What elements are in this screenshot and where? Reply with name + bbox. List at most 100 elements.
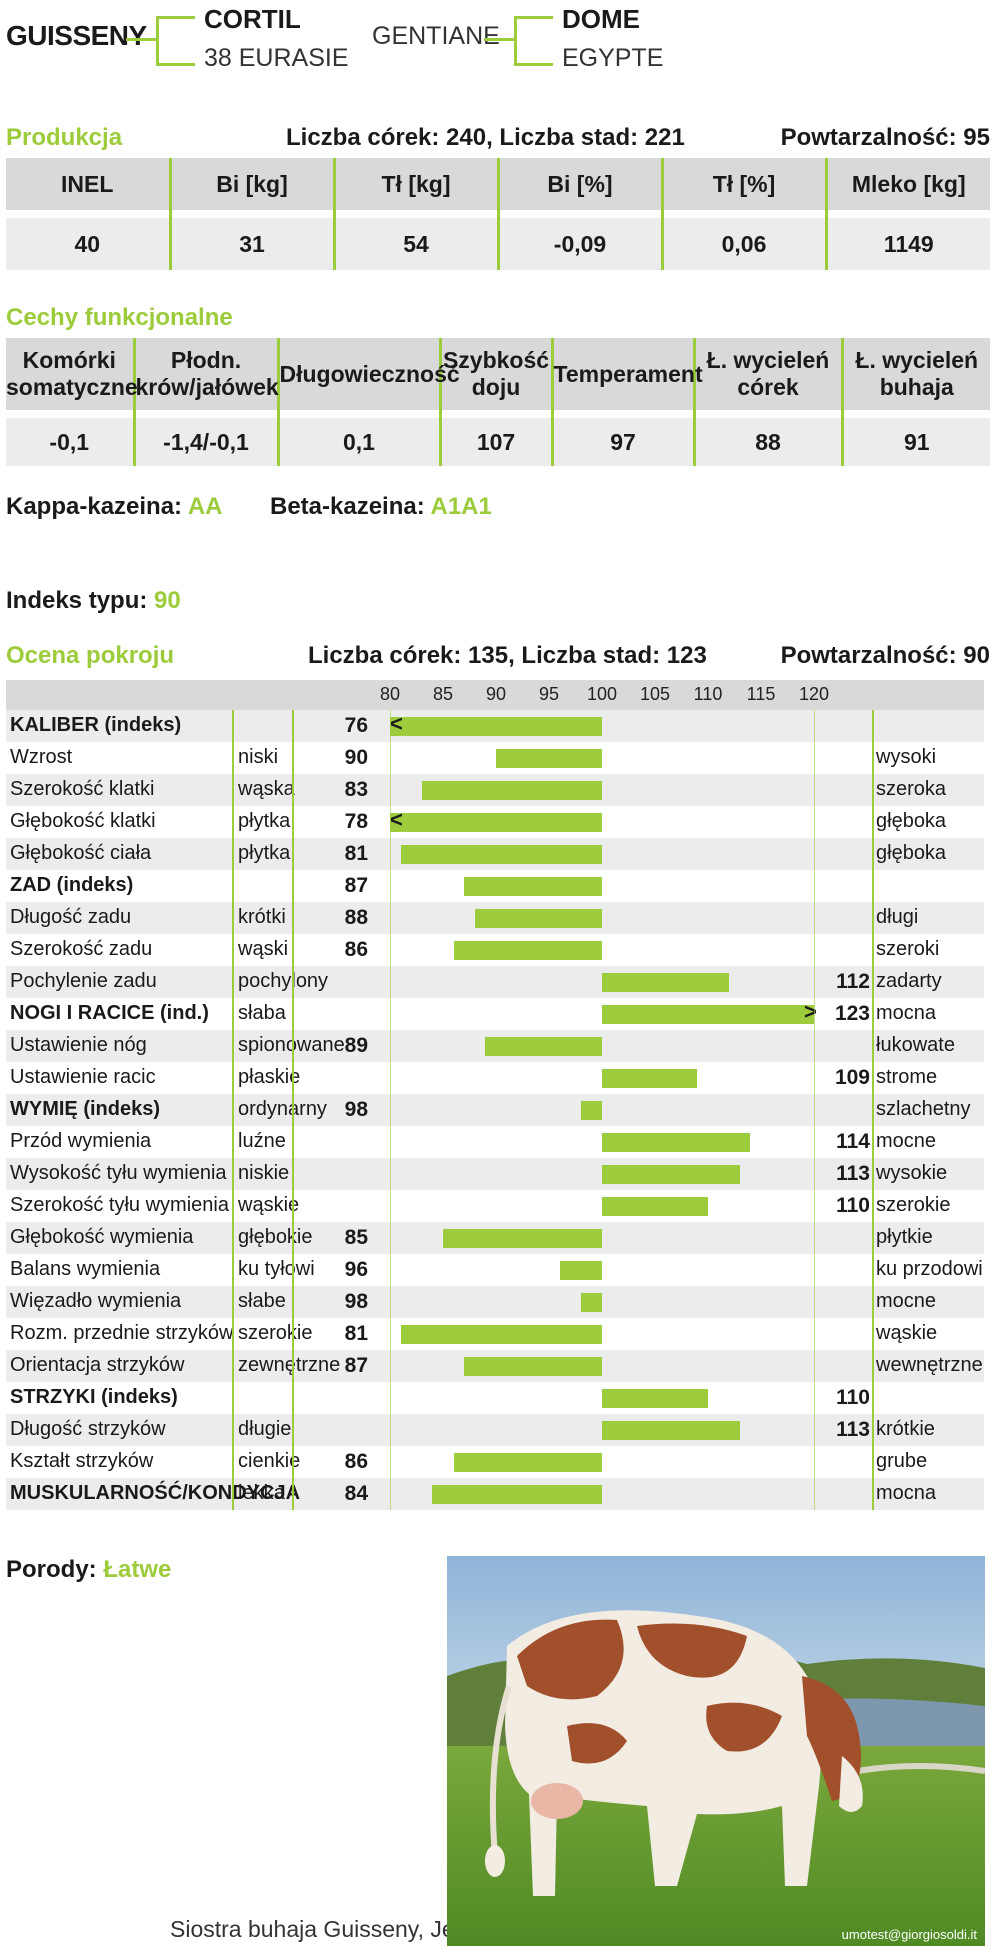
trait-high-label: szlachetny (876, 1098, 971, 1120)
trait-high-label: długi (876, 906, 919, 928)
trait-bar (390, 717, 602, 736)
trait-name: NOGI I RACICE (ind.) (10, 1002, 209, 1024)
trait-bar (580, 1101, 602, 1120)
trait-low-label: wąski (238, 938, 289, 960)
trait-row: Długość strzyków długie 113 krótkie (6, 1414, 984, 1446)
kappa-casein-value: AA (187, 493, 223, 520)
production-header-cell: Bi [%] (496, 158, 662, 210)
functional-header-cell: Szybkość doju (438, 338, 552, 410)
scale-tick: 85 (432, 684, 454, 704)
trait-bar (443, 1229, 602, 1248)
trait-value: 98 (344, 1098, 368, 1121)
trait-low-label: luźne (238, 1130, 286, 1152)
trait-high-label: mocna (876, 1002, 937, 1024)
trait-bar (464, 877, 602, 896)
conformation-chart: 80 85 90 95 100 105 110 115 120 KALIBER (indeks)… (6, 680, 984, 1510)
trait-name: KALIBER (indeks) (10, 714, 182, 736)
trait-low-label: wąskie (238, 1194, 300, 1216)
trait-name: MUSKULARNOŚĆ/KONDYCJA (10, 1482, 301, 1504)
trait-low-label: niskie (238, 1162, 290, 1184)
trait-name: Długość strzyków (10, 1418, 166, 1440)
trait-row: Szerokość tyłu wymienia wąskie 110 szerokie (6, 1190, 984, 1222)
trait-name: STRZYKI (indeks) (10, 1386, 178, 1408)
trait-low-label: słaba (238, 1002, 286, 1024)
trait-value: 110 (836, 1386, 870, 1409)
trait-row: Długość zadu krótki 88 długi (6, 902, 984, 934)
scale-boundary (814, 710, 815, 1510)
trait-low-label: cienkie (238, 1450, 301, 1472)
clip-marker: < (390, 711, 403, 736)
beta-casein: Beta-kazeina: A1A1 (270, 493, 492, 520)
trait-value: 96 (344, 1258, 368, 1281)
trait-name: Głębokość klatki (10, 810, 156, 832)
trait-high-label: zadarty (876, 970, 942, 992)
trait-name: Szerokość zadu (10, 938, 153, 960)
scale-tick: 120 (798, 684, 830, 704)
trait-value: 89 (344, 1034, 368, 1057)
trait-row: KALIBER (indeks) 76 < (6, 710, 984, 742)
trait-value: 86 (344, 938, 368, 961)
production-table: INEL Bi [kg] Tł [kg] Bi [%] Tł [%] Mleko… (6, 158, 990, 270)
trait-high-label: głęboka (876, 842, 947, 864)
pedigree-connector (126, 38, 156, 41)
scale-tick: 80 (379, 684, 401, 704)
functional-value-cell: 88 (692, 418, 842, 466)
trait-bar (485, 1037, 602, 1056)
scale-tick: 95 (538, 684, 560, 704)
functional-header-cell: Płodn. krów/jałówek (132, 338, 279, 410)
functional-header-cell: Temperament (550, 338, 703, 410)
trait-name: Szerokość tyłu wymienia (10, 1194, 229, 1216)
production-value-cell: -0,09 (496, 218, 662, 270)
functional-value-cell: 91 (840, 418, 990, 466)
trait-bar (496, 749, 602, 768)
trait-bar (602, 1389, 708, 1408)
trait-name: Wysokość tyłu wymienia (10, 1162, 227, 1184)
trait-row: Wysokość tyłu wymienia niskie 113 wysokie (6, 1158, 984, 1190)
conformation-title: Ocena pokroju (6, 642, 175, 669)
trait-name: Głębokość wymienia (10, 1226, 194, 1248)
trait-low-label: długie (238, 1418, 292, 1440)
functional-title: Cechy funkcjonalne (6, 304, 233, 331)
production-value-cell: 40 (6, 218, 170, 270)
trait-name: Szerokość klatki (10, 778, 155, 800)
trait-value: 123 (834, 1002, 870, 1025)
trait-row: Pochylenie zadu pochylony 112 zadarty (6, 966, 984, 998)
production-reliability: Powtarzalność: 95 (780, 124, 990, 151)
trait-value: 87 (344, 874, 368, 897)
trait-name: Rozm. przednie strzyków (10, 1322, 234, 1344)
type-index-value: 90 (154, 587, 181, 614)
trait-row: Kształt strzyków cienkie 86 grube (6, 1446, 984, 1478)
trait-low-label: zewnętrzne (238, 1354, 341, 1376)
trait-low-label: słabe (238, 1290, 286, 1312)
scale-tick: 110 (693, 684, 723, 704)
trait-bar (580, 1293, 602, 1312)
column-divider (292, 710, 294, 1510)
trait-high-label: grube (876, 1450, 928, 1472)
trait-value: 98 (344, 1290, 368, 1313)
functional-value-cell: 107 (438, 418, 552, 466)
trait-row: WYMIĘ (indeks) ordynarny 98 szlachetny (6, 1094, 984, 1126)
production-header-cell: Mleko [kg] (824, 158, 990, 210)
trait-value: 113 (836, 1418, 870, 1441)
trait-row: Orientacja strzyków zewnętrzne 87 wewnętrzn… (6, 1350, 984, 1382)
trait-row: Szerokość zadu wąski 86 szeroki (6, 934, 984, 966)
trait-bar (602, 1421, 740, 1440)
trait-value: 112 (836, 970, 870, 993)
trait-high-label: szerokie (876, 1194, 951, 1216)
trait-value: 85 (344, 1226, 368, 1249)
mgs-name: DOME (562, 4, 640, 34)
trait-low-label: płytka (238, 810, 291, 832)
sire-sire-name: 38 EURASIE (204, 44, 349, 72)
trait-low-label: ku tyłowi (238, 1258, 315, 1280)
trait-name: Orientacja strzyków (10, 1354, 185, 1376)
trait-high-label: krótkie (876, 1418, 935, 1440)
production-value-cell: 54 (332, 218, 498, 270)
trait-high-label: szeroka (876, 778, 947, 800)
functional-value-cell: 97 (550, 418, 694, 466)
trait-value: 90 (344, 746, 368, 769)
calving-ease-value: Łatwe (103, 1556, 172, 1583)
column-divider (232, 710, 234, 1510)
trait-low-label: niski (238, 746, 279, 768)
trait-name: Ustawienie nóg (10, 1034, 147, 1056)
trait-value: 110 (836, 1194, 870, 1217)
